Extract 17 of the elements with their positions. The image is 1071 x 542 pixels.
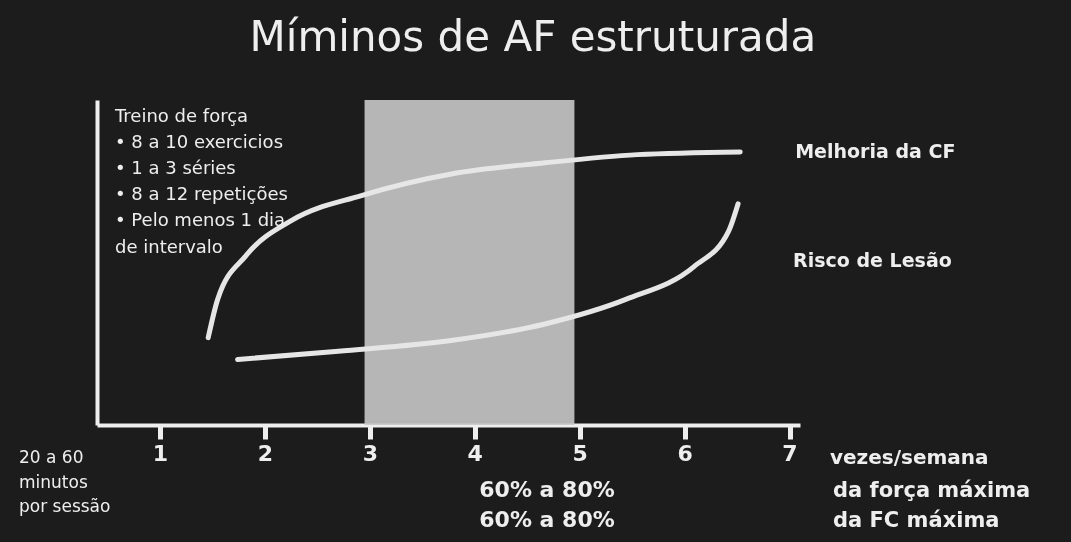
- x-axis-title: vezes/semana: [830, 445, 989, 469]
- text: 20 a 60 minutos por sessão: [19, 447, 111, 517]
- x-tick-label: 3: [362, 440, 378, 466]
- text: 60% a 80%: [479, 507, 615, 532]
- x-tick-label: 7: [782, 440, 798, 466]
- text: da força máxima: [833, 478, 1031, 502]
- text: Risco de Lesão: [793, 248, 952, 271]
- text: 60% a 80%: [479, 477, 615, 502]
- text: da FC máxima: [833, 508, 1000, 532]
- x-tick-label: 2: [257, 440, 274, 466]
- text: Melhoria da CF: [795, 139, 956, 162]
- x-tick-label: 1: [152, 440, 169, 466]
- annotation: Treino de força • 8 a 10 exercicios • 1 a 3 séries • 8 a 12 repetições • Pelo menos 1 dia de intervalo: [114, 105, 288, 257]
- chart-title: Míminos de AF estruturada: [249, 12, 817, 61]
- x-tick-label: 6: [677, 440, 693, 466]
- x-tick-label: 5: [572, 440, 588, 466]
- x-tick-label: 4: [467, 440, 483, 466]
